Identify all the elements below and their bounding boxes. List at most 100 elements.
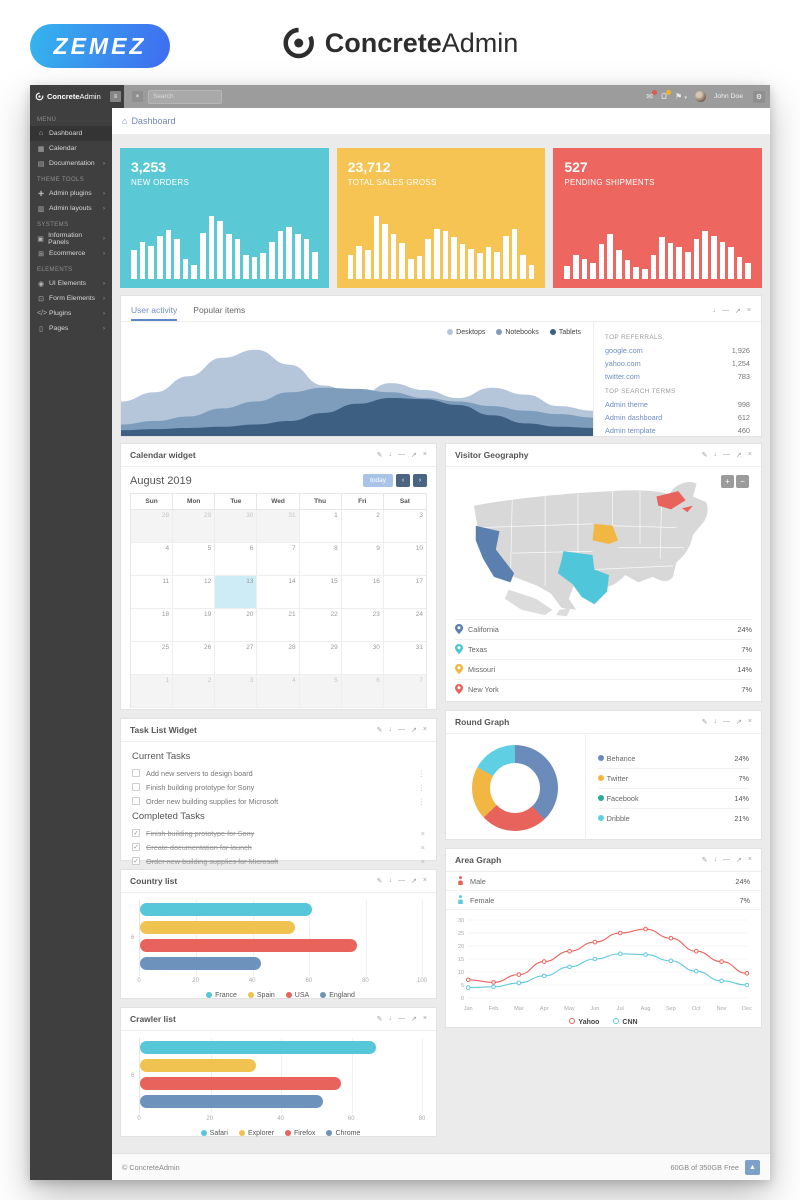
map-zoom-in-button[interactable]: + bbox=[721, 475, 734, 488]
panel-edit-icon[interactable]: ✎ bbox=[376, 452, 383, 459]
map-state-missouri[interactable] bbox=[592, 523, 619, 544]
task-checkbox[interactable] bbox=[132, 797, 140, 805]
task-checkbox-checked[interactable]: ✓ bbox=[132, 843, 140, 851]
calendar-day-cell[interactable]: 3 bbox=[383, 510, 426, 543]
calendar-day-cell[interactable]: 4 bbox=[257, 675, 300, 708]
calendar-day-cell[interactable]: 1 bbox=[299, 510, 342, 543]
panel-pin-icon[interactable]: ↓ bbox=[713, 718, 718, 725]
geography-row-missouri[interactable]: Missouri 14% bbox=[455, 659, 752, 679]
calendar-prev-button[interactable]: ‹ bbox=[396, 474, 410, 487]
geography-row-texas[interactable]: Texas 7% bbox=[455, 639, 752, 659]
flag-dropdown[interactable]: ⚑ ▾ bbox=[674, 91, 687, 101]
sidebar-toggle-button[interactable]: ≡ bbox=[110, 91, 121, 102]
calendar-day-cell[interactable]: 8 bbox=[299, 543, 342, 576]
task-checkbox[interactable] bbox=[132, 783, 140, 791]
stats-link[interactable]: yahoo.com bbox=[605, 359, 641, 368]
calendar-day-cell[interactable]: 5 bbox=[173, 543, 216, 576]
geography-row-new-york[interactable]: New York 7% bbox=[455, 679, 752, 699]
stats-link[interactable]: Admin dashboard bbox=[605, 413, 663, 422]
panel-expand-icon[interactable]: ↗ bbox=[735, 308, 741, 315]
calendar-day-cell[interactable]: 28 bbox=[257, 642, 300, 675]
calendar-day-cell[interactable]: 29 bbox=[173, 510, 216, 543]
panel-expand-icon[interactable]: ↗ bbox=[736, 452, 742, 459]
panel-pin-icon[interactable]: ↓ bbox=[713, 451, 718, 458]
calendar-day-cell[interactable]: 17 bbox=[383, 576, 426, 609]
panel-edit-icon[interactable]: ✎ bbox=[376, 1016, 383, 1023]
panel-close-icon[interactable]: × bbox=[747, 856, 752, 863]
panel-close-icon[interactable]: × bbox=[747, 718, 752, 725]
calendar-day-cell[interactable]: 14 bbox=[257, 576, 300, 609]
more-icon[interactable]: ⋮ bbox=[417, 782, 426, 792]
calendar-day-cell[interactable]: 23 bbox=[341, 609, 384, 642]
sidebar-item-form-elements[interactable]: ⊡ Form Elements › bbox=[30, 291, 112, 306]
panel-expand-icon[interactable]: ↗ bbox=[736, 857, 742, 864]
scroll-top-button[interactable]: ▲ bbox=[745, 1159, 760, 1175]
calendar-day-cell[interactable]: 4 bbox=[131, 543, 174, 576]
panel-close-icon[interactable]: × bbox=[422, 726, 427, 733]
task-checkbox-checked[interactable]: ✓ bbox=[132, 829, 140, 837]
sidebar-item-plugins[interactable]: </> Plugins › bbox=[30, 306, 112, 321]
task-checkbox-checked[interactable]: ✓ bbox=[132, 857, 140, 865]
calendar-day-cell[interactable]: 2 bbox=[341, 510, 384, 543]
panel-collapse-icon[interactable]: — bbox=[398, 1015, 406, 1022]
panel-expand-icon[interactable]: ↗ bbox=[411, 727, 417, 734]
messages-icon[interactable]: ✉ bbox=[646, 89, 657, 101]
panel-collapse-icon[interactable]: — bbox=[722, 307, 730, 314]
panel-collapse-icon[interactable]: — bbox=[723, 718, 731, 725]
sidebar-item-admin-plugins[interactable]: ✚ Admin plugins › bbox=[30, 186, 112, 201]
panel-close-icon[interactable]: × bbox=[747, 451, 752, 458]
calendar-day-cell[interactable]: 19 bbox=[173, 609, 216, 642]
panel-expand-icon[interactable]: ↗ bbox=[411, 878, 417, 885]
panel-expand-icon[interactable]: ↗ bbox=[736, 719, 742, 726]
panel-expand-icon[interactable]: ↗ bbox=[411, 452, 417, 459]
calendar-day-cell[interactable]: 12 bbox=[173, 576, 216, 609]
settings-gear-icon[interactable]: ⚙ bbox=[753, 90, 765, 103]
calendar-day-cell[interactable]: 26 bbox=[173, 642, 216, 675]
task-checkbox[interactable] bbox=[132, 769, 140, 777]
sidebar-item-pages[interactable]: ▯ Pages › bbox=[30, 321, 112, 336]
panel-edit-icon[interactable]: ✎ bbox=[701, 719, 708, 726]
sidebar-item-calendar[interactable]: ▦ Calendar bbox=[30, 141, 112, 156]
calendar-day-cell[interactable]: 3 bbox=[215, 675, 258, 708]
stats-link[interactable]: twitter.com bbox=[605, 372, 640, 381]
calendar-day-cell[interactable]: 13 bbox=[215, 576, 258, 609]
geography-row-california[interactable]: California 24% bbox=[455, 619, 752, 639]
calendar-day-cell[interactable]: 9 bbox=[341, 543, 384, 576]
panel-collapse-icon[interactable]: — bbox=[723, 451, 731, 458]
calendar-day-cell[interactable]: 11 bbox=[131, 576, 174, 609]
calendar-day-cell[interactable]: 16 bbox=[341, 576, 384, 609]
more-icon[interactable]: ⋮ bbox=[417, 796, 426, 806]
tab-user-activity[interactable]: User activity bbox=[131, 305, 178, 321]
panel-collapse-icon[interactable]: — bbox=[398, 877, 406, 884]
panel-expand-icon[interactable]: ↗ bbox=[411, 1016, 417, 1023]
panel-pin-icon[interactable]: ↓ bbox=[388, 877, 393, 884]
panel-pin-icon[interactable]: ↓ bbox=[388, 726, 393, 733]
remove-task-icon[interactable]: × bbox=[420, 842, 425, 852]
map-state-california[interactable] bbox=[475, 525, 515, 583]
menu-collapse-icon[interactable]: × bbox=[132, 91, 143, 102]
panel-collapse-icon[interactable]: — bbox=[398, 726, 406, 733]
user-name[interactable]: John Doe bbox=[713, 93, 743, 100]
panel-collapse-icon[interactable]: — bbox=[723, 856, 731, 863]
calendar-today-button[interactable]: today bbox=[363, 474, 393, 487]
panel-pin-icon[interactable]: ↓ bbox=[388, 451, 393, 458]
bell-icon[interactable]: Ω bbox=[661, 89, 671, 101]
calendar-day-cell[interactable]: 7 bbox=[383, 675, 426, 708]
sidebar-item-admin-layouts[interactable]: ▥ Admin layouts › bbox=[30, 201, 112, 216]
calendar-day-cell[interactable]: 31 bbox=[257, 510, 300, 543]
more-icon[interactable]: ⋮ bbox=[417, 768, 426, 778]
calendar-day-cell[interactable]: 15 bbox=[299, 576, 342, 609]
panel-close-icon[interactable]: × bbox=[422, 1015, 427, 1022]
calendar-day-cell[interactable]: 30 bbox=[341, 642, 384, 675]
panel-collapse-icon[interactable]: — bbox=[398, 451, 406, 458]
calendar-day-cell[interactable]: 24 bbox=[383, 609, 426, 642]
panel-edit-icon[interactable]: ✎ bbox=[701, 857, 708, 864]
calendar-day-cell[interactable]: 20 bbox=[215, 609, 258, 642]
map-zoom-out-button[interactable]: − bbox=[736, 475, 749, 488]
user-avatar[interactable] bbox=[694, 91, 706, 102]
stats-link[interactable]: google.com bbox=[605, 346, 643, 355]
sidebar-item-ecommerce[interactable]: ⊞ Ecommerce › bbox=[30, 246, 112, 261]
map-state-texas[interactable] bbox=[557, 551, 609, 605]
calendar-day-cell[interactable]: 30 bbox=[215, 510, 258, 543]
navbar-brand[interactable]: ConcreteAdmin ≡ bbox=[30, 85, 124, 108]
